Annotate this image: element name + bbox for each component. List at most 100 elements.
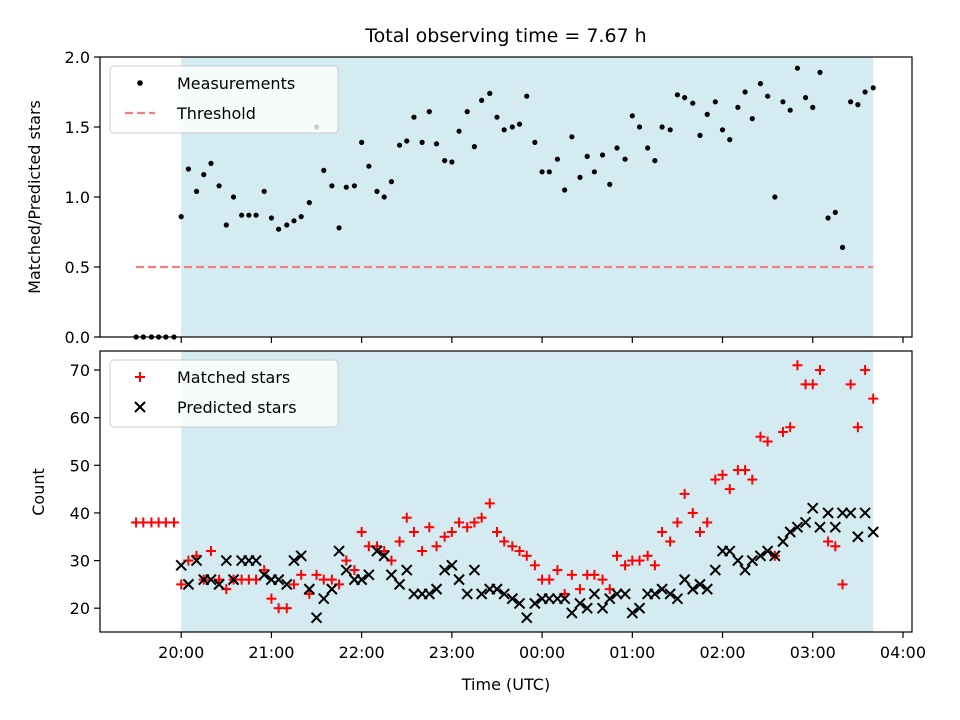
top-y-tick-label: 0.5 [65,258,90,277]
legend-label: Predicted stars [177,398,297,417]
matched-star-point [544,574,555,585]
measurement-point [284,222,290,228]
x-b [687,583,699,595]
matched-star-point [755,431,766,442]
matched-star-point [349,565,360,576]
predicted-star-point [363,569,375,581]
measurement-point [374,188,380,194]
matched-star-point [259,565,270,576]
measurement-point [757,81,764,87]
predicted-star-point [791,521,804,533]
x-b [807,502,819,514]
measurement-point [456,128,462,134]
x-b [401,564,413,576]
predicted-star-point [227,573,240,586]
x-tick-label: 02:00 [699,643,745,662]
measurement-point [802,95,809,101]
x-b [633,602,646,614]
measurement-point [433,141,440,147]
matched-star-point [702,517,713,528]
x-b [619,588,631,600]
predicted-star-point [574,597,586,610]
measurement-point [396,142,403,148]
predicted-star-point [777,535,789,548]
matched-star-point [792,360,803,371]
measurement-point [622,156,628,162]
matched-star-point [281,603,292,614]
matched-star-point [868,393,879,404]
legend-label: Matched stars [177,368,290,387]
measurement-point [652,158,658,164]
predicted-star-point [401,564,413,576]
legend-box [109,65,339,134]
x-b [746,554,759,567]
matched-star-point [499,536,510,547]
x-b [393,578,406,591]
x-b [326,583,338,595]
measurement-point [607,181,613,187]
predicted-star-point [709,564,722,576]
legend-marker-matched [135,372,145,382]
top-y-tick-label: 1.0 [65,188,90,207]
measurement-point [629,113,635,119]
predicted-star-point [626,607,639,619]
legend-marker-predicted [134,401,146,413]
matched-star-point [589,569,600,580]
x-b [701,583,713,595]
measurement-point [870,85,876,91]
x-b [288,554,300,567]
measurement-point [276,226,282,232]
predicted-star-point [205,573,217,586]
x-b [513,597,526,610]
measurement-point [704,111,710,117]
x-b [272,573,285,586]
predicted-star-point [732,554,744,567]
matched-star-point [266,593,277,604]
x-b [190,554,203,567]
predicted-star-point [581,602,593,614]
x-b [521,612,533,624]
measurement-point [479,97,485,103]
top-y-tick-label: 0.0 [65,328,90,347]
predicted-star-point [385,569,398,581]
predicted-star-point [633,602,646,614]
measurement-point [464,109,470,115]
measurement-point [501,127,507,133]
x-b [867,526,879,538]
matched-star-point [672,517,683,528]
predicted-star-point [498,588,510,600]
x-b [709,564,722,576]
x-tick-label: 22:00 [339,643,385,662]
x-b [355,573,368,586]
matched-star-point [341,555,352,566]
x-tick-label: 01:00 [609,643,655,662]
predicted-star-point [807,502,819,514]
measurement-point [810,104,816,110]
x-b [529,597,541,610]
predicted-star-point [543,592,556,605]
predicted-star-point [664,588,676,600]
predicted-star-point [761,545,774,557]
matched-star-point [785,422,796,433]
matched-star-point [311,569,322,580]
predicted-star-point [303,583,316,595]
bottom-plot-frame [99,350,913,633]
matched-star-point [214,574,225,585]
matched-star-point [476,512,487,523]
measurement-point [381,194,387,200]
measurement-point [727,137,733,143]
measurement-point [291,218,297,224]
x-b [694,578,706,591]
top-series-1 [133,65,876,340]
x-axis-label: Time (UTC) [461,675,550,694]
measurement-point [494,114,500,120]
measurement-point [509,124,515,130]
x-b [227,573,240,586]
predicted-star-point [272,573,285,586]
x-b [340,564,353,576]
measurement-point [178,214,184,220]
bottom-y-tick-label: 70 [70,361,90,380]
matched-star-point [860,365,871,376]
measurement-point [765,93,771,99]
